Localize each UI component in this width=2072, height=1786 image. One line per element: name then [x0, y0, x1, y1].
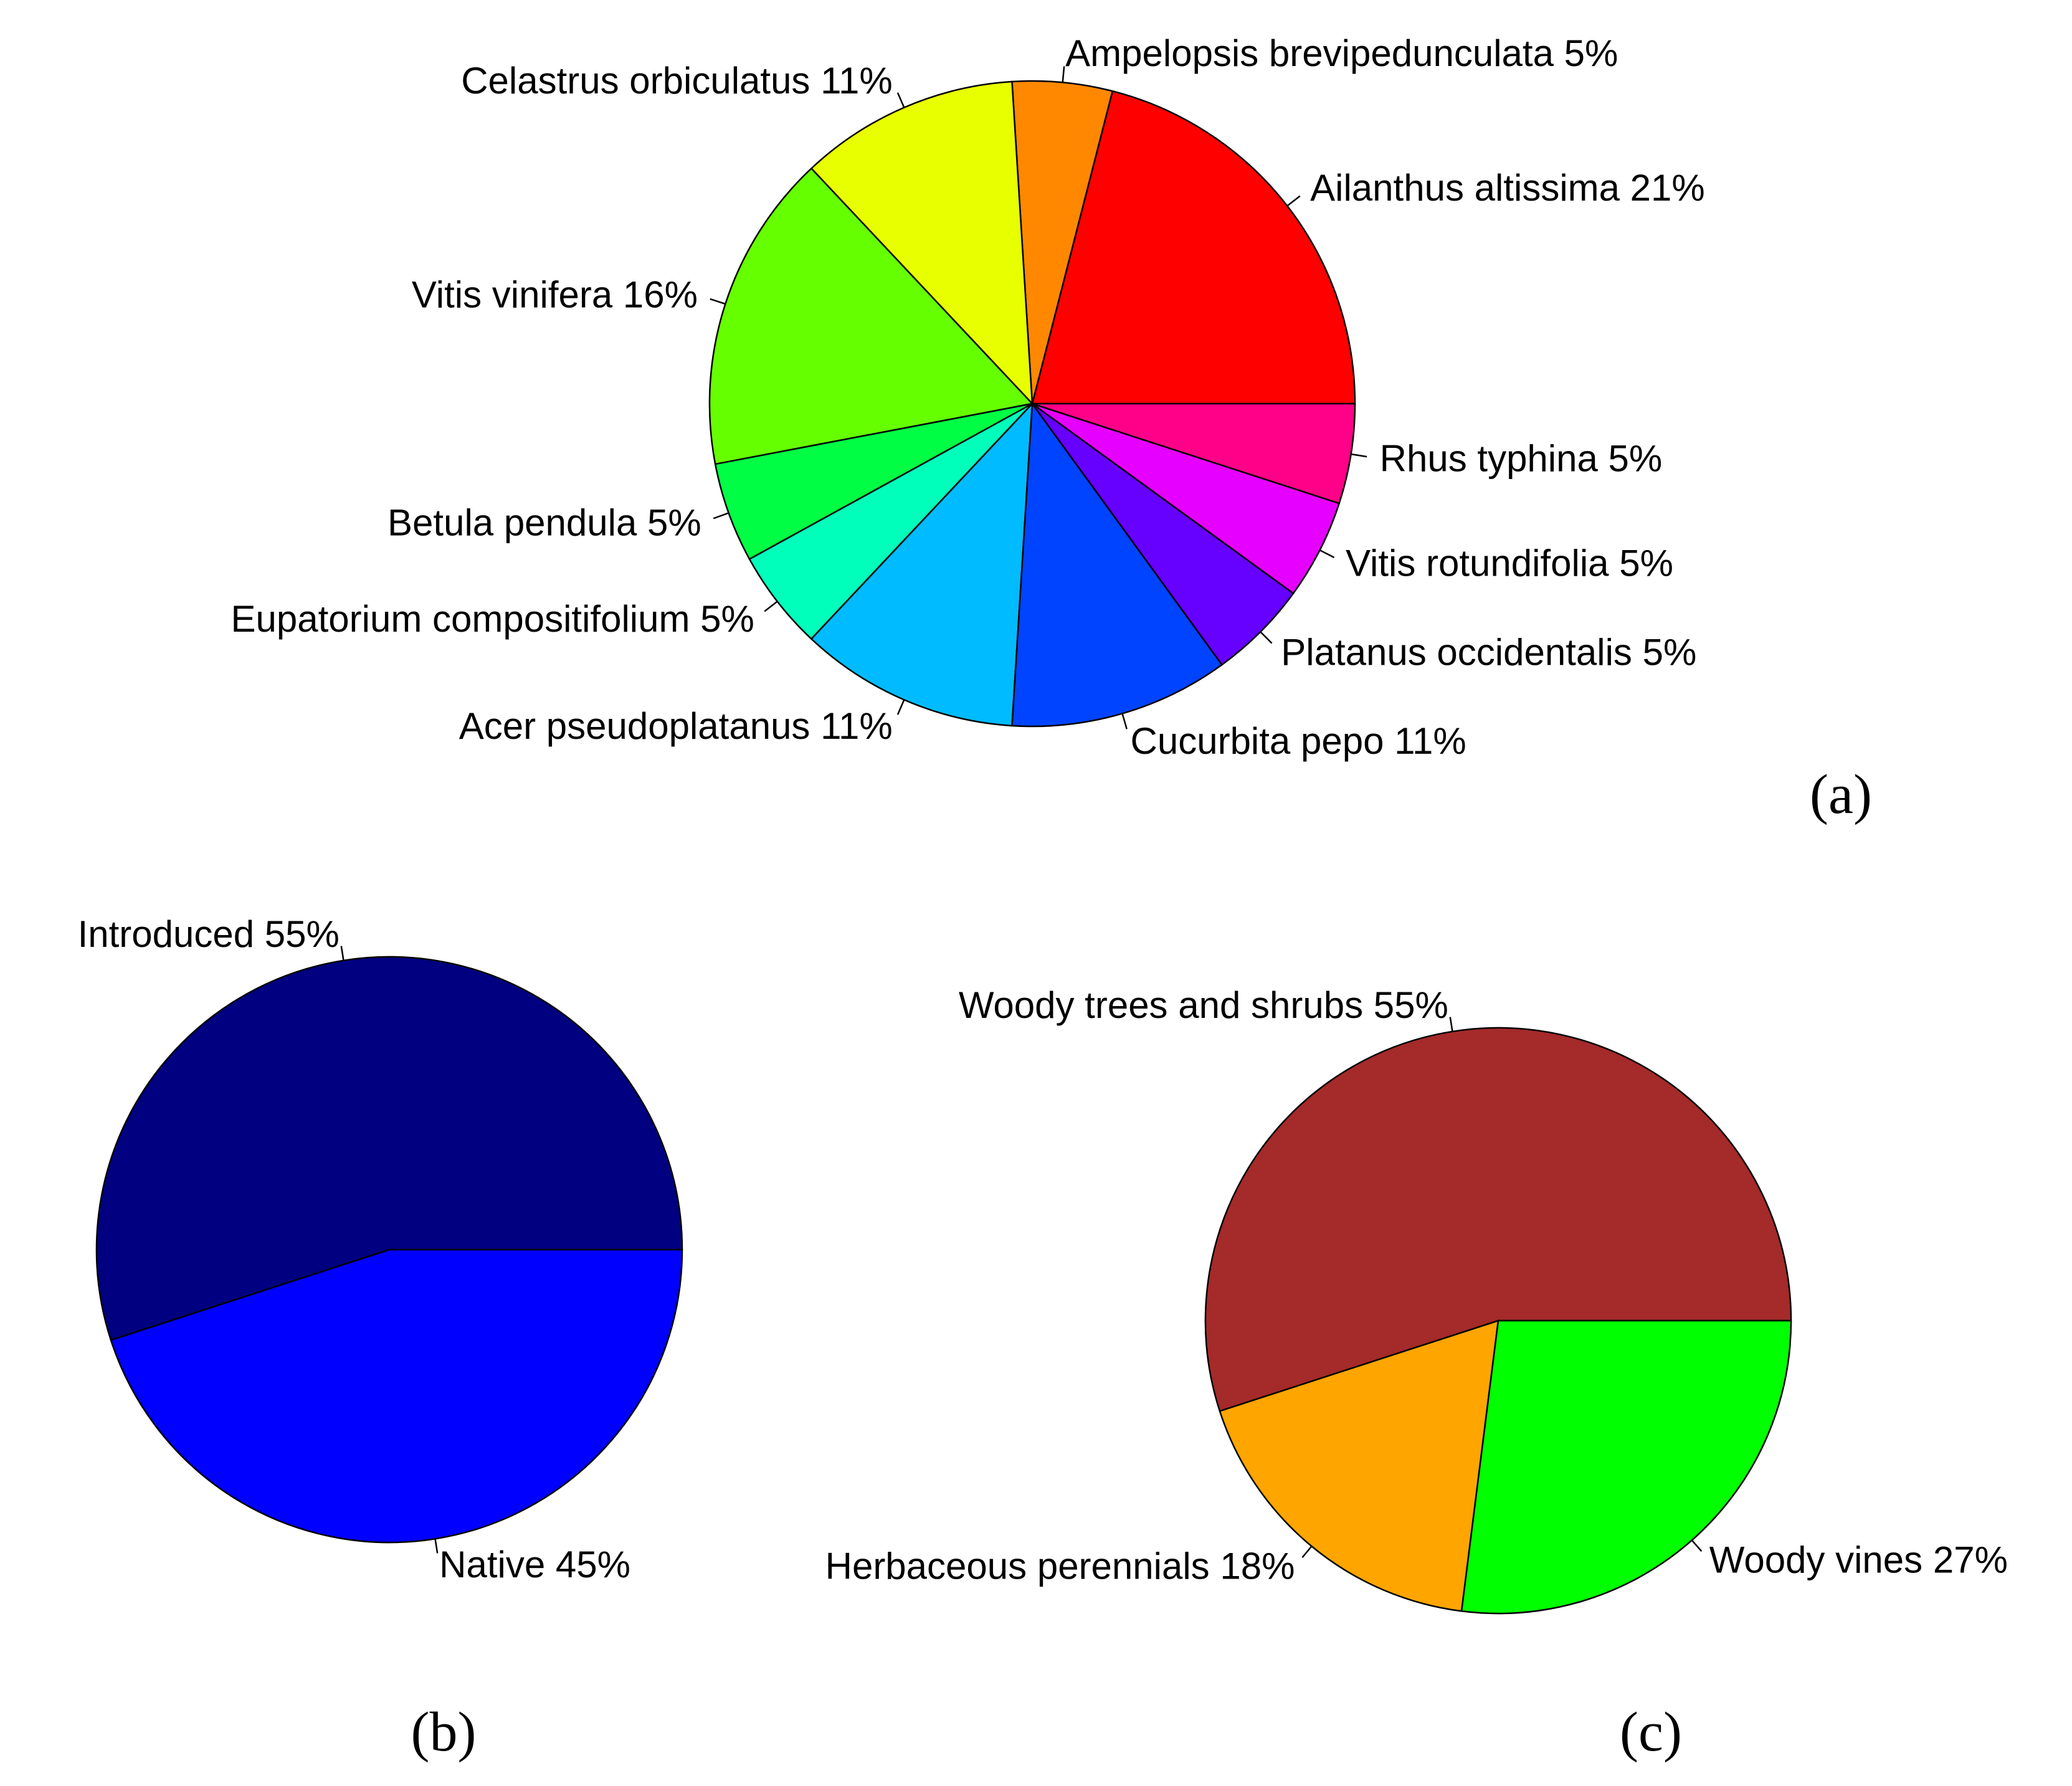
leader-line-ailanthus-altissima [1286, 195, 1301, 207]
leader-line-vitis-rotundifolia [1319, 549, 1335, 559]
slice-label-acer-pseudoplatanus: Acer pseudoplatanus 11% [459, 705, 893, 747]
pie-slice-ailanthus-altissima [1031, 90, 1356, 405]
leader-line-vitis-vinifera [710, 298, 726, 305]
slice-label-eupatorium-compositifolium: Eupatorium compositifolium 5% [231, 598, 754, 640]
pie-slice-introduced [95, 956, 683, 1341]
leader-line-betula-pendula [713, 512, 729, 520]
leader-line-woody-trees-and-shrubs [1449, 1017, 1453, 1032]
pie-slice-acer-pseudoplatanus [810, 401, 1034, 727]
panel-label: (a) [1810, 764, 1872, 825]
pie-slice-woody-trees-and-shrubs [1204, 1027, 1792, 1412]
slice-label-cucurbita-pepo: Cucurbita pepo 11% [1131, 720, 1466, 762]
leader-line-herbaceous-perennials [1301, 1546, 1313, 1559]
slice-label-vitis-vinifera: Vitis vinifera 16% [412, 274, 698, 316]
leader-line-ampelopsis-brevipedunculata [1062, 66, 1065, 83]
pie-chart-species: Ailanthus altissima 21% Ampelopsis brevip… [231, 32, 1872, 825]
panel-label: (b) [411, 1701, 477, 1763]
pie-slice-cucurbita-pepo [1011, 401, 1224, 728]
pie-slice-platanus-occidentalis [1031, 402, 1295, 666]
slice-label-ailanthus-altissima: Ailanthus altissima 21% [1310, 167, 1705, 209]
leader-line-native [434, 1539, 439, 1554]
leader-line-introduced [340, 946, 345, 961]
slice-label-ampelopsis-brevipedunculata: Ampelopsis brevipedunculata 5% [1065, 32, 1618, 74]
leader-line-eupatorium-compositifolium [764, 601, 778, 612]
pie-chart-growth-form: Woody trees and shrubs 55% Herbaceous per… [825, 984, 2008, 1763]
leader-line-platanus-occidentalis [1260, 631, 1273, 644]
slice-label-herbaceous-perennials: Herbaceous perennials 18% [825, 1546, 1295, 1587]
slice-label-woody-trees-and-shrubs: Woody trees and shrubs 55% [959, 984, 1448, 1026]
slice-label-vitis-rotundifolia: Vitis rotundifolia 5% [1346, 542, 1673, 584]
pie-slice-vitis-rotundifolia [1032, 402, 1341, 595]
pie-slice-vitis-vinifera [708, 167, 1034, 465]
slice-label-woody-vines: Woody vines 27% [1709, 1539, 2008, 1580]
slice-label-betula-pendula: Betula pendula 5% [387, 501, 701, 543]
slice-label-introduced: Introduced 55% [78, 913, 340, 955]
leader-line-rhus-typhina [1351, 453, 1367, 458]
leader-line-cucurbita-pepo [1121, 713, 1128, 729]
pie-slice-rhus-typhina [1032, 402, 1356, 505]
leader-line-acer-pseudoplatanus [896, 699, 905, 715]
leader-line-woody-vines [1691, 1539, 1703, 1552]
pie-slice-betula-pendula [714, 402, 1033, 561]
leader-line-celastrus-orbiculatus [896, 92, 905, 108]
pie-chart-origin: Introduced 55% Native 45% (b) [78, 913, 683, 1763]
pie-slice-celastrus-orbiculatus [810, 80, 1034, 406]
panel-label: (c) [1620, 1701, 1682, 1763]
slice-label-platanus-occidentalis: Platanus occidentalis 5% [1281, 631, 1696, 673]
pie-slice-eupatorium-compositifolium [748, 402, 1033, 640]
pie-slice-ampelopsis-brevipedunculata [1011, 80, 1114, 404]
slice-label-celastrus-orbiculatus: Celastrus orbiculatus 11% [461, 60, 893, 102]
pie-slice-woody-vines [1460, 1319, 1792, 1615]
slice-label-native: Native 45% [439, 1544, 630, 1585]
slice-label-rhus-typhina: Rhus typhina 5% [1380, 437, 1663, 479]
